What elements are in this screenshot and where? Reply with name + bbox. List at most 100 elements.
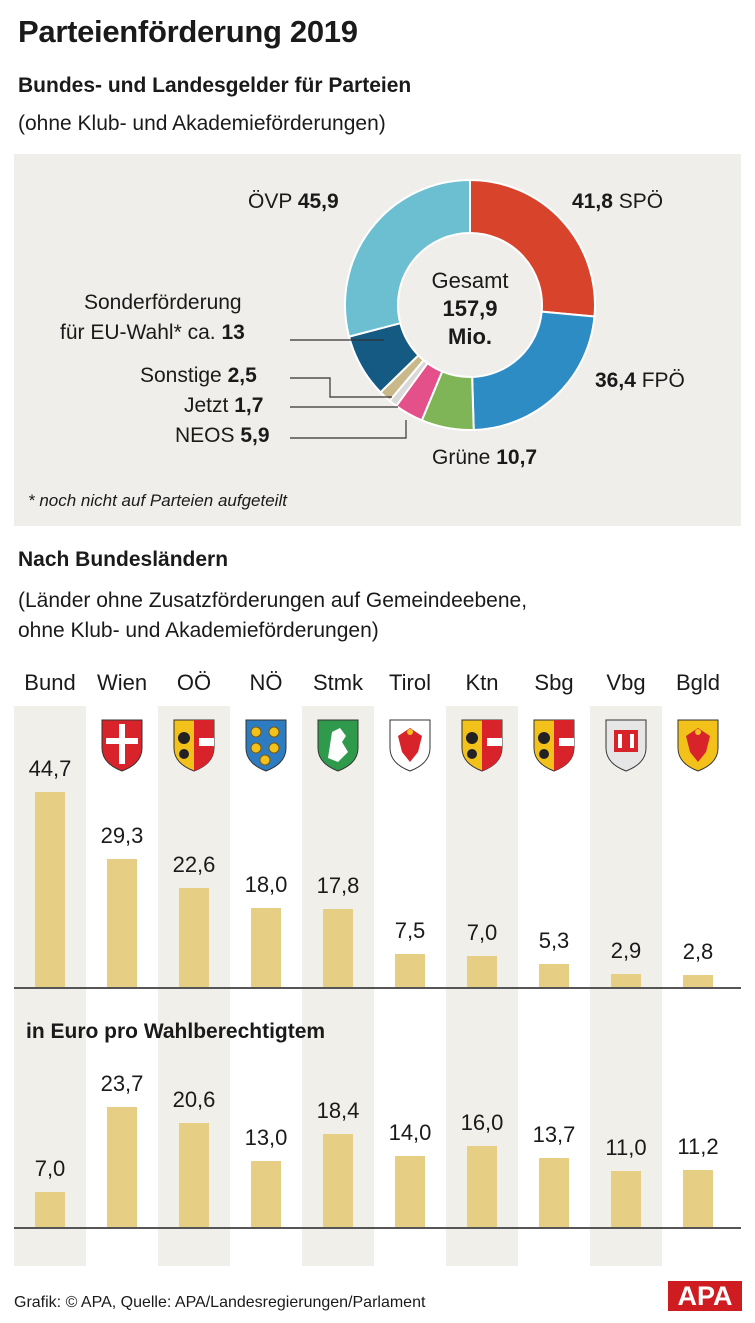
leader-line-neos xyxy=(290,420,407,439)
states-bar-8 xyxy=(611,974,641,987)
per-voter-title: in Euro pro Wahlberechtigtem xyxy=(26,1020,326,1043)
label-gruene-name: Grüne xyxy=(432,446,491,469)
label-spoe-name: SPÖ xyxy=(618,190,664,213)
category-label-6: Ktn xyxy=(465,670,499,695)
states-bar-7 xyxy=(539,963,569,987)
states-bar-0 xyxy=(35,792,65,987)
label-jetzt: Jetzt 1,7 xyxy=(184,394,263,418)
states-value-label-3: 18,0 xyxy=(244,872,288,898)
states-bar-3 xyxy=(251,908,281,987)
category-label-1: Wien xyxy=(96,670,148,695)
states-value-label-9: 2,8 xyxy=(682,938,714,964)
label-jetzt-name: Jetzt xyxy=(184,394,229,417)
donut-center-total: 157,9 xyxy=(442,296,498,321)
states-bar-6 xyxy=(467,956,497,987)
source-credit: Grafik: © APA, Quelle: APA/Landesregieru… xyxy=(14,1294,426,1311)
per-voter-value-label-0: 7,0 xyxy=(34,1155,66,1181)
states-bar-1 xyxy=(107,859,137,987)
donut-footnote: * noch nicht auf Parteien aufgeteilt xyxy=(28,491,287,510)
states-value-label-5: 7,5 xyxy=(394,918,426,944)
states-note-line1: (Länder ohne Zusatzförderungen auf Gemei… xyxy=(18,589,528,612)
per-voter-bar-2 xyxy=(179,1122,209,1227)
per-voter-value-label-8: 11,0 xyxy=(605,1135,647,1161)
donut-slice-1 xyxy=(471,310,596,431)
label-oevp: ÖVP 45,9 xyxy=(248,190,339,214)
per-voter-value-label-1: 23,7 xyxy=(100,1071,144,1096)
per-voter-value-label-5: 14,0 xyxy=(388,1120,432,1146)
apa-logo: APA xyxy=(668,1281,742,1311)
category-label-4: Stmk xyxy=(312,670,364,695)
crest-icon-tirol xyxy=(389,719,431,772)
label-spoe-value: 41,8 xyxy=(572,190,613,213)
per-voter-bar-3 xyxy=(251,1161,281,1227)
per-voter-bar-8 xyxy=(611,1171,641,1227)
per-voter-bar-7 xyxy=(539,1157,569,1227)
donut-slice-0 xyxy=(469,178,596,318)
states-value-label-2: 22,6 xyxy=(172,852,216,878)
states-title: Nach Bundesländern xyxy=(18,548,229,571)
per-voter-bar-0 xyxy=(35,1191,65,1227)
states-bar-4 xyxy=(323,909,353,987)
crest-icon-ktn xyxy=(461,719,503,772)
states-bar-9 xyxy=(683,974,713,987)
label-sonder-text: für EU-Wahl* ca. xyxy=(60,321,216,344)
crest-icon-sbg xyxy=(533,719,575,772)
category-label-9: Bgld xyxy=(675,670,721,695)
apa-logo-text: APA xyxy=(677,1281,732,1311)
states-note: (Länder ohne Zusatzförderungen auf Gemei… xyxy=(18,586,527,646)
label-sonstige-name: Sonstige xyxy=(140,364,222,387)
donut-note: (ohne Klub- und Akademieförderungen) xyxy=(18,112,386,135)
states-bar-5 xyxy=(395,954,425,987)
per-voter-bar-9 xyxy=(683,1170,713,1227)
per-voter-bar-5 xyxy=(395,1156,425,1227)
donut-center-gesamt: Gesamt xyxy=(431,268,509,293)
states-value-label-6: 7,0 xyxy=(466,920,498,946)
crest-icon-bgld xyxy=(677,719,719,772)
per-voter-value-label-9: 11,2 xyxy=(677,1134,719,1160)
label-neos-name: NEOS xyxy=(175,424,235,447)
states-value-label-0: 44,7 xyxy=(28,756,72,781)
baseline-upper xyxy=(14,987,741,989)
label-sonder-line2: für EU-Wahl* ca. 13 xyxy=(60,321,245,345)
donut-center-unit: Mio. xyxy=(448,324,492,349)
per-voter-value-label-7: 13,7 xyxy=(532,1121,576,1147)
donut-subtitle: Bundes- und Landesgelder für Parteien xyxy=(18,74,412,97)
crest-icon-stmk xyxy=(317,719,359,772)
per-voter-value-label-6: 16,0 xyxy=(460,1109,504,1135)
label-oevp-value: 45,9 xyxy=(297,190,339,213)
per-voter-bar-6 xyxy=(467,1145,497,1227)
per-voter-bar-4 xyxy=(323,1133,353,1227)
label-fpoe-value: 36,4 xyxy=(595,369,636,392)
label-spoe: 41,8 SPÖ xyxy=(572,190,663,214)
category-label-0: Bund xyxy=(24,670,76,695)
label-jetzt-value: 1,7 xyxy=(234,394,264,417)
label-sonder-value: 13 xyxy=(221,321,245,344)
category-label-2: OÖ xyxy=(176,670,212,695)
page-title: Parteienförderung 2019 xyxy=(18,14,358,49)
category-label-7: Sbg xyxy=(534,670,574,695)
states-bar-2 xyxy=(179,888,209,987)
donut-slice-7 xyxy=(344,178,471,338)
label-sonstige: Sonstige 2,5 xyxy=(140,364,257,388)
per-voter-value-label-3: 13,0 xyxy=(244,1125,288,1151)
donut-chart xyxy=(290,178,596,439)
category-label-8: Vbg xyxy=(606,670,646,695)
label-neos-value: 5,9 xyxy=(240,424,270,447)
label-sonder-line1: Sonderförderung xyxy=(84,291,242,314)
label-gruene-value: 10,7 xyxy=(496,446,538,469)
label-sonstige-value: 2,5 xyxy=(227,364,257,387)
leader-line-sonstige xyxy=(290,377,392,398)
category-label-3: NÖ xyxy=(249,670,283,695)
crest-icon-wien xyxy=(101,719,143,772)
per-voter-bar-1 xyxy=(107,1107,137,1227)
label-neos: NEOS 5,9 xyxy=(175,424,270,448)
category-label-5: Tirol xyxy=(389,670,431,695)
crest-icon-oö xyxy=(173,719,215,772)
states-value-label-7: 5,3 xyxy=(538,927,570,953)
states-note-line2: ohne Klub- und Akademieförderungen) xyxy=(18,619,379,642)
label-oevp-name: ÖVP xyxy=(248,190,292,213)
baseline-lower xyxy=(14,1227,741,1229)
label-fpoe: 36,4 FPÖ xyxy=(595,369,685,393)
states-value-label-1: 29,3 xyxy=(100,823,144,849)
label-fpoe-name: FPÖ xyxy=(641,369,685,392)
